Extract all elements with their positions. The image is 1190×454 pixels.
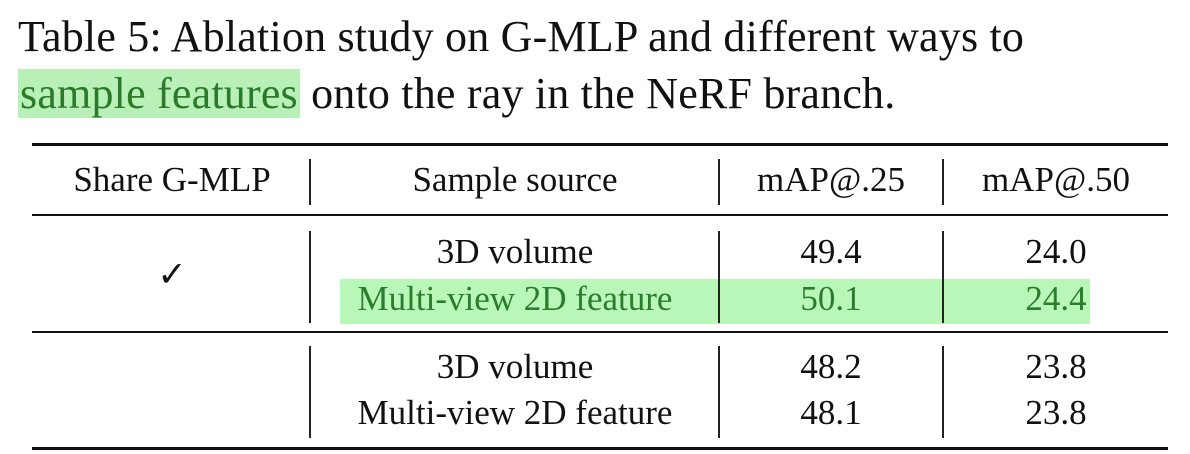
table-row-map25: 49.4 <box>800 232 862 271</box>
col-separator <box>942 346 944 438</box>
header-rule <box>32 214 1168 216</box>
table-row-source: 3D volume <box>436 232 594 271</box>
col-separator <box>718 346 720 438</box>
col-separator <box>309 346 311 438</box>
bottom-rule <box>32 447 1168 450</box>
table-row-map25-highlighted: 50.1 <box>800 279 862 318</box>
col-separator <box>942 231 944 323</box>
col-separator <box>718 159 720 205</box>
table-row-source: 3D volume <box>436 347 594 386</box>
table-caption: Table 5: Ablation study on G-MLP and dif… <box>18 8 1178 122</box>
table-row-source: Multi-view 2D feature <box>357 393 673 432</box>
header-map25: mAP@.25 <box>757 160 905 199</box>
group-rule <box>32 331 1168 333</box>
header-sample-source: Sample source <box>412 160 618 199</box>
share-gmlp-check: ✓ <box>157 255 187 294</box>
highlight-row-bg <box>340 279 1090 324</box>
caption-highlight: sample features <box>18 69 300 118</box>
table-row-map50-highlighted: 24.4 <box>1025 279 1087 318</box>
table-row-map25: 48.2 <box>800 347 862 386</box>
header-map50: mAP@.50 <box>982 160 1130 199</box>
col-separator <box>942 159 944 205</box>
table-row-map50: 23.8 <box>1025 347 1087 386</box>
table-row-map50: 24.0 <box>1025 232 1087 271</box>
col-separator <box>718 231 720 323</box>
top-rule <box>32 143 1168 146</box>
col-separator <box>309 159 311 205</box>
header-share-gmlp: Share G-MLP <box>73 160 271 199</box>
col-separator <box>309 231 311 323</box>
caption-prefix: Table 5: Ablation study on G-MLP and dif… <box>18 12 1025 61</box>
table-row-map50: 23.8 <box>1025 393 1087 432</box>
table-row-source-highlighted: Multi-view 2D feature <box>357 279 673 318</box>
caption-suffix: onto the ray in the NeRF branch. <box>299 69 896 118</box>
table-row-map25: 48.1 <box>800 393 862 432</box>
